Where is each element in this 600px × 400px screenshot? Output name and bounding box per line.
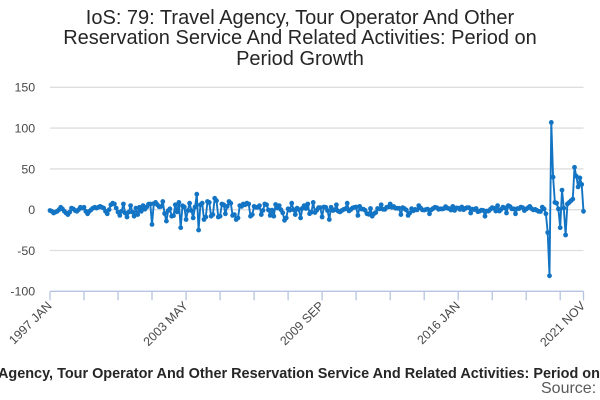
svg-text:150: 150 [15, 81, 36, 95]
svg-text:-50: -50 [17, 244, 35, 258]
svg-text:50: 50 [21, 162, 35, 176]
svg-text:1997 JAN: 1997 JAN [6, 299, 54, 347]
svg-text:2016 JAN: 2016 JAN [414, 299, 462, 347]
svg-text:2003 MAY: 2003 MAY [141, 299, 191, 349]
svg-text:0: 0 [28, 203, 35, 217]
svg-text:2021 NOV: 2021 NOV [537, 298, 588, 349]
svg-text:100: 100 [15, 122, 36, 136]
svg-text:2009 SEP: 2009 SEP [277, 299, 326, 348]
svg-text:-100: -100 [10, 285, 35, 299]
